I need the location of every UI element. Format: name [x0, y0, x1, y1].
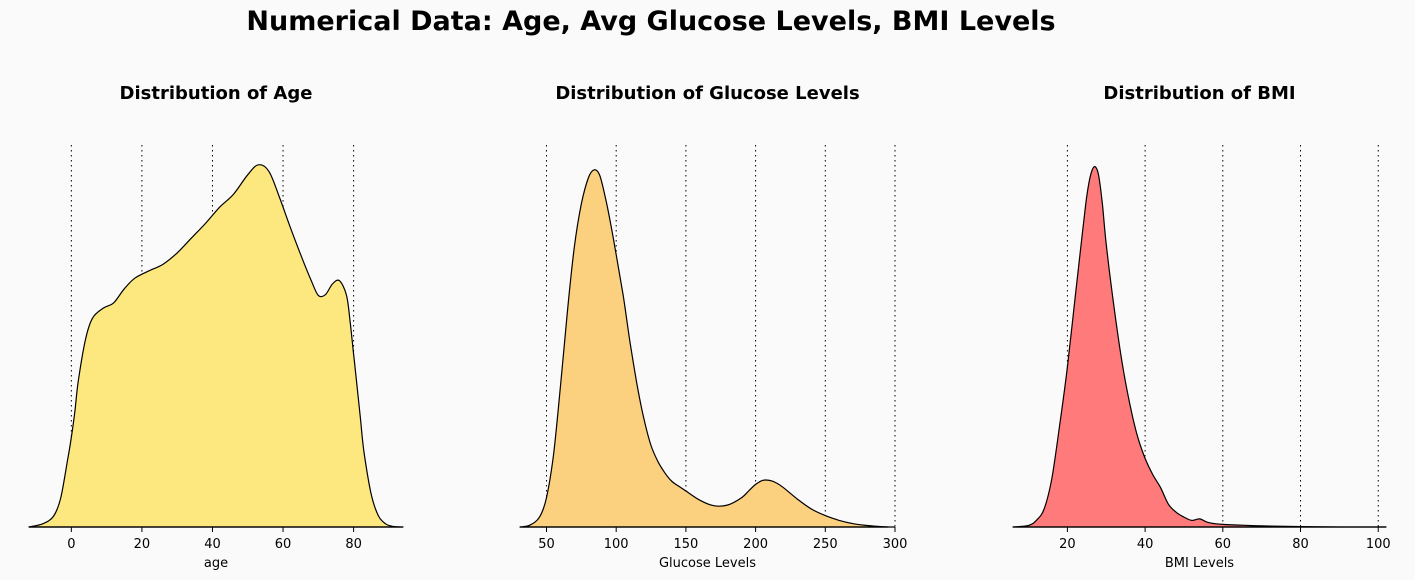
x-tick-label: 150 — [673, 537, 698, 552]
x-tick-label: 20 — [1059, 537, 1076, 552]
figure-title: Numerical Data: Age, Avg Glucose Levels,… — [246, 6, 1056, 37]
x-tick-label: 250 — [813, 537, 838, 552]
age-x-axis-label: age — [204, 556, 228, 571]
x-tick-label: 300 — [883, 537, 908, 552]
age-distribution-panel: Distribution of Age 0 20 40 60 80 age — [28, 83, 404, 571]
glucose-distribution-panel: Distribution of Glucose Levels 50 100 150 2… — [519, 83, 907, 571]
bmi-gridlines — [1066, 145, 1379, 527]
x-tick-label: 40 — [1137, 537, 1154, 552]
bmi-density-area — [1012, 166, 1387, 528]
x-tick-label: 60 — [275, 537, 292, 552]
glucose-density-area — [519, 169, 889, 528]
x-tick-label: 60 — [1215, 537, 1232, 552]
age-x-ticks: 0 20 40 60 80 — [67, 527, 362, 552]
x-tick-label: 100 — [604, 537, 629, 552]
x-tick-label: 20 — [134, 537, 151, 552]
x-tick-label: 0 — [67, 537, 75, 552]
x-tick-label: 40 — [204, 537, 221, 552]
glucose-panel-title: Distribution of Glucose Levels — [555, 83, 859, 104]
x-tick-label: 80 — [345, 537, 362, 552]
glucose-x-axis-label: Glucose Levels — [659, 556, 756, 571]
x-tick-label: 80 — [1292, 537, 1309, 552]
bmi-panel-title: Distribution of BMI — [1103, 83, 1295, 104]
x-tick-label: 200 — [743, 537, 768, 552]
bmi-x-axis-label: BMI Levels — [1165, 556, 1234, 571]
age-panel-title: Distribution of Age — [120, 83, 313, 104]
glucose-x-ticks: 50 100 150 200 250 300 — [538, 527, 907, 552]
x-tick-label: 50 — [538, 537, 555, 552]
x-tick-label: 100 — [1366, 537, 1391, 552]
bmi-distribution-panel: Distribution of BMI 20 40 60 80 100 BMI Leve… — [1012, 83, 1391, 571]
age-density-area — [28, 164, 404, 528]
bmi-x-ticks: 20 40 60 80 100 — [1059, 527, 1391, 552]
